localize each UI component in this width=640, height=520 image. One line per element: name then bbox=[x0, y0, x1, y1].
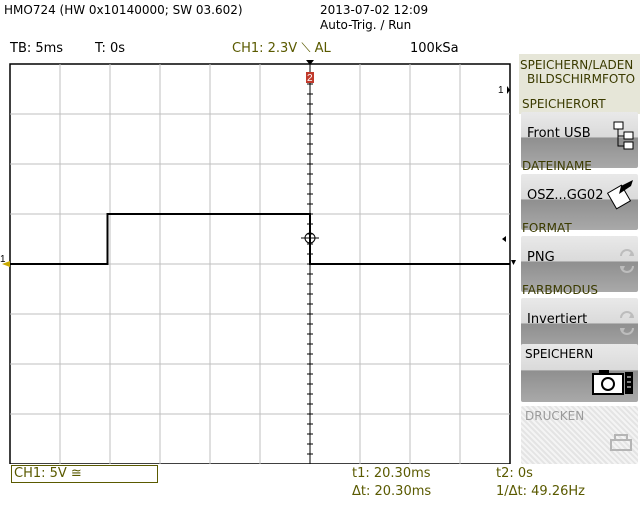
storage-location-button[interactable]: Front USB bbox=[521, 112, 638, 168]
marker-label: 2 bbox=[307, 73, 313, 84]
print-button[interactable]: DRUCKEN bbox=[521, 406, 638, 464]
edit-pen-icon bbox=[607, 180, 633, 210]
camera-icon bbox=[592, 370, 633, 395]
scope-display[interactable]: 1 2 1 bbox=[0, 60, 517, 465]
filename-label: DATEINAME bbox=[522, 159, 592, 173]
ref-level-arrow-icon bbox=[507, 86, 510, 94]
cursor-delta-readout: Δt: 20.30ms bbox=[352, 484, 432, 499]
format-button[interactable]: PNG bbox=[521, 236, 638, 292]
marker-badge bbox=[306, 72, 314, 83]
format-label: FORMAT bbox=[522, 221, 572, 235]
timebase-readout[interactable]: TB: 5ms bbox=[10, 41, 64, 56]
ch1-scale-readout: CH1: 5V ≅ bbox=[14, 466, 82, 481]
offset-marker-icon bbox=[511, 260, 516, 265]
colormode-label: FARBMODUS bbox=[522, 283, 599, 297]
trigger-level-icon bbox=[502, 236, 506, 242]
colormode-value: Invertiert bbox=[527, 312, 588, 327]
datetime: 2013-07-02 12:09 bbox=[320, 3, 429, 17]
storage-location-value: Front USB bbox=[527, 126, 591, 141]
ch1-waveform-trace bbox=[10, 213, 510, 265]
sample-rate-readout: 100kSa bbox=[410, 41, 459, 56]
scroll-knob-icon bbox=[620, 311, 634, 335]
ch1-ground-arrow-icon bbox=[2, 261, 10, 267]
scroll-knob-icon bbox=[620, 249, 634, 273]
menu-title: SPEICHERN/LADEN bbox=[520, 58, 634, 72]
cursor-frequency-readout: 1/Δt: 49.26Hz bbox=[496, 484, 585, 499]
acquisition-mode: Auto-Trig. / Run bbox=[320, 18, 412, 32]
print-label: DRUCKEN bbox=[525, 409, 585, 423]
save-button[interactable]: SPEICHERN bbox=[521, 344, 638, 402]
filename-value: OSZ...GG02 bbox=[527, 188, 604, 203]
ch1-ground-marker: 1 bbox=[0, 254, 6, 265]
format-value: PNG bbox=[527, 250, 555, 265]
menu-subtitle: BILDSCHIRMFOTO bbox=[527, 72, 636, 86]
storage-location-label: SPEICHERORT bbox=[522, 97, 606, 111]
trigger-position-icon bbox=[306, 60, 314, 65]
printer-icon bbox=[610, 434, 632, 451]
trigger-settings-readout[interactable]: CH1: 2.3V ⟍ AL bbox=[232, 41, 331, 56]
ch1-scale-box[interactable]: CH1: 5V ≅ bbox=[11, 465, 158, 483]
device-info: HMO724 (HW 0x10140000; SW 03.602) bbox=[4, 3, 243, 17]
cursor-t2-readout: t2: 0s bbox=[496, 466, 533, 481]
trigger-time-readout[interactable]: T: 0s bbox=[95, 41, 126, 56]
ref-level-marker: 1 bbox=[498, 85, 504, 96]
waveform-plot: 1 2 1 bbox=[0, 60, 516, 465]
save-label: SPEICHERN bbox=[525, 347, 594, 361]
cursor-t1-readout: t1: 20.30ms bbox=[352, 466, 431, 481]
filename-button[interactable]: OSZ...GG02 bbox=[521, 174, 638, 230]
folder-tree-icon bbox=[613, 121, 634, 150]
